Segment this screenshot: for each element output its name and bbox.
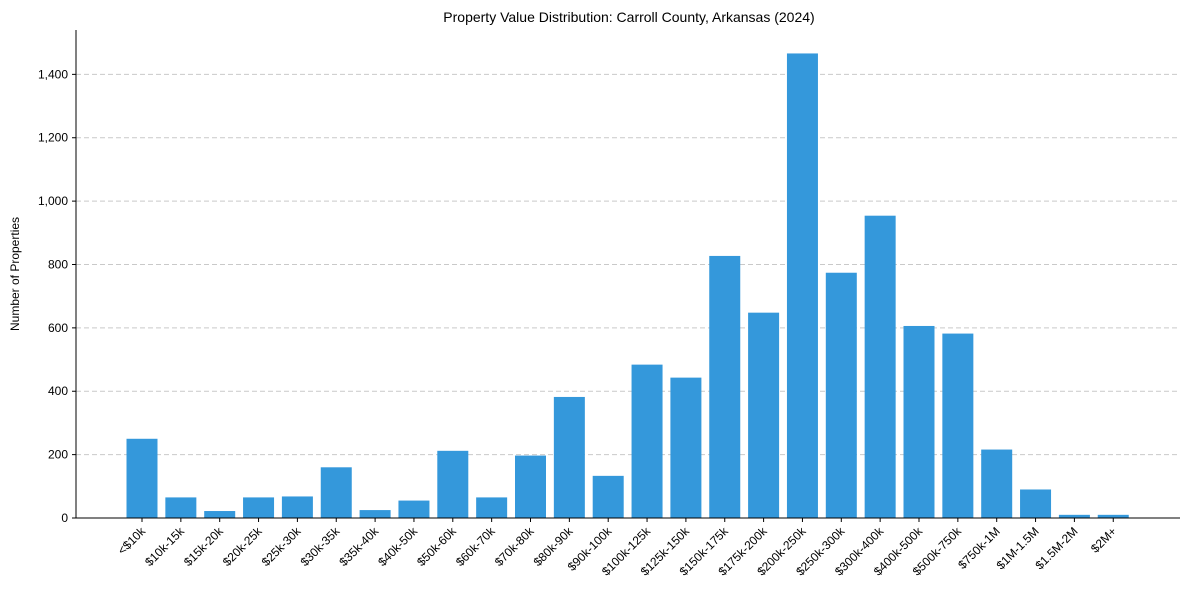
- bar: [515, 455, 546, 518]
- x-tick-label: $10k-15k: [142, 524, 188, 570]
- y-ticks: 0 200 400 600 800 1,000 1,200 1,400: [38, 67, 76, 525]
- x-tick-label: $40k-50k: [375, 524, 421, 570]
- bar: [864, 215, 896, 518]
- chart-title: Property Value Distribution: Carroll Cou…: [443, 9, 814, 25]
- x-tick-label: $25k-30k: [259, 524, 305, 570]
- bar: [165, 497, 197, 518]
- x-ticks: <$10k$10k-15k$15k-20k$20k-25k$25k-30k$30…: [115, 518, 1119, 578]
- axes-layer: [75, 30, 1180, 519]
- bar: [243, 497, 275, 518]
- y-axis-label: Number of Properties: [8, 217, 22, 331]
- x-tick-label: $60k-70k: [453, 524, 499, 570]
- x-tick-label: $15k-20k: [181, 524, 227, 570]
- bar: [1097, 514, 1129, 518]
- x-tick-label: <$10k: [115, 524, 149, 558]
- y-tick-label: 800: [48, 257, 68, 271]
- x-tick-label: $20k-25k: [220, 524, 266, 570]
- grid-layer: [76, 73, 1180, 456]
- x-tick-label: $70k-80k: [492, 524, 538, 570]
- bar: [786, 53, 818, 519]
- bars-layer: [126, 53, 1129, 519]
- bar: [359, 510, 391, 518]
- x-tick-label: $2M+: [1088, 524, 1119, 555]
- bar: [1020, 489, 1052, 518]
- bar: [670, 377, 702, 518]
- bar: [320, 467, 352, 518]
- y-tick-label: 0: [61, 511, 68, 525]
- bar: [981, 449, 1013, 518]
- bar: [592, 475, 624, 518]
- y-tick-label: 600: [48, 321, 68, 335]
- y-tick-label: 1,200: [38, 131, 68, 145]
- y-tick-label: 1,000: [38, 194, 68, 208]
- bar: [476, 497, 508, 518]
- bar: [942, 333, 974, 518]
- bar: [1058, 514, 1090, 518]
- bar: [903, 325, 935, 518]
- bar: [126, 438, 158, 518]
- x-tick-label: $50k-60k: [414, 524, 460, 570]
- bar: [204, 511, 236, 518]
- bar: [553, 396, 585, 518]
- bar: [748, 312, 780, 518]
- bar: [437, 450, 469, 518]
- x-tick-label: $1.5M-2M: [1032, 524, 1080, 572]
- x-tick-label: $30k-35k: [298, 524, 344, 570]
- bar: [709, 255, 741, 518]
- bar: [281, 496, 313, 518]
- y-tick-label: 1,400: [38, 67, 68, 81]
- bar: [825, 272, 857, 518]
- bar: [398, 500, 430, 518]
- x-tick-label: $35k-40k: [336, 524, 382, 570]
- y-tick-label: 400: [48, 384, 68, 398]
- bar: [631, 364, 663, 518]
- y-tick-label: 200: [48, 448, 68, 462]
